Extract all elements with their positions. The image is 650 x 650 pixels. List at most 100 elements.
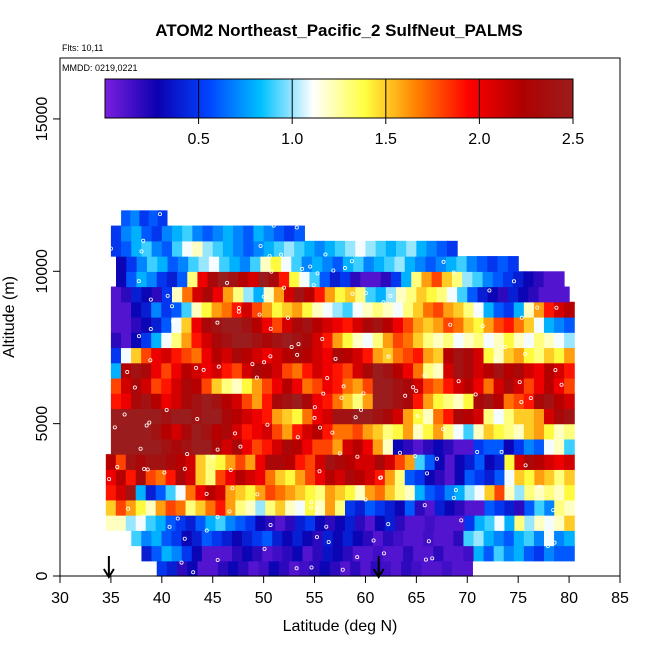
heatmap-cell <box>445 256 457 272</box>
heatmap-cell <box>225 515 236 531</box>
heatmap-cell <box>413 301 424 318</box>
heatmap-cell <box>503 530 515 547</box>
heatmap-cell <box>282 317 293 333</box>
heatmap-cell <box>241 377 253 394</box>
heatmap-cell <box>294 240 305 257</box>
observation-marker <box>355 555 360 560</box>
heatmap-cell <box>120 317 132 333</box>
heatmap-cell <box>191 438 203 455</box>
heatmap-cell <box>171 423 183 440</box>
heatmap-cell <box>473 438 485 455</box>
observation-marker <box>278 252 283 257</box>
heatmap-cell <box>394 469 406 486</box>
heatmap-cell <box>311 256 323 272</box>
heatmap-cell <box>396 286 407 303</box>
heatmap-cell <box>268 271 280 288</box>
heatmap-cell <box>322 347 334 364</box>
heatmap-cell <box>493 317 505 333</box>
observation-marker <box>185 452 190 457</box>
heatmap-cell <box>435 256 447 272</box>
heatmap-cell <box>255 499 266 516</box>
heatmap-cell <box>403 545 414 562</box>
heatmap-cell <box>543 332 555 349</box>
heatmap-cell <box>131 362 142 379</box>
heatmap-cell <box>312 332 324 349</box>
heatmap-cell <box>421 271 433 288</box>
heatmap-cell <box>453 423 464 440</box>
heatmap-cell <box>464 499 476 516</box>
heatmap-cell <box>115 484 127 501</box>
heatmap-cell <box>370 560 382 577</box>
heatmap-cell <box>110 286 122 303</box>
heatmap-cell <box>354 469 366 486</box>
heatmap-cell <box>221 393 233 410</box>
heatmap-cell <box>454 469 466 486</box>
heatmap-cell <box>473 545 485 562</box>
heatmap-cell <box>523 408 535 425</box>
heatmap-cell <box>523 377 535 394</box>
heatmap-cell <box>295 499 306 516</box>
heatmap-cell <box>312 362 324 379</box>
heatmap-cell <box>423 301 434 318</box>
heatmap-cell <box>275 515 286 531</box>
observation-marker <box>357 341 362 346</box>
heatmap-cell <box>282 347 293 364</box>
heatmap-cell <box>467 286 479 303</box>
heatmap-cell <box>493 393 505 410</box>
heatmap-cell <box>484 469 496 486</box>
heatmap-cell <box>225 499 236 516</box>
heatmap-cell <box>384 256 396 272</box>
heatmap-cell <box>423 347 434 364</box>
heatmap-cell <box>404 256 416 272</box>
heatmap-cell <box>492 271 504 288</box>
heatmap-cell <box>191 317 203 333</box>
heatmap-cell <box>211 332 223 349</box>
heatmap-cell <box>265 469 276 486</box>
heatmap-cell <box>382 438 394 455</box>
observation-marker <box>309 500 314 505</box>
heatmap-cell <box>513 393 525 410</box>
heatmap-cell <box>136 271 148 288</box>
heatmap-cell <box>272 317 283 333</box>
heatmap-cell <box>443 408 454 425</box>
heatmap-cell <box>433 301 444 318</box>
x-tick-label: 45 <box>204 590 222 607</box>
heatmap-cell <box>362 438 374 455</box>
heatmap-cell <box>251 362 263 379</box>
heatmap-cell <box>110 362 122 379</box>
heatmap-cell <box>181 545 193 562</box>
observation-marker <box>144 423 149 428</box>
heatmap-cell <box>211 317 223 333</box>
heatmap-cell <box>125 454 137 470</box>
heatmap-cell <box>181 301 193 318</box>
observation-marker <box>211 454 216 459</box>
heatmap-cell <box>350 560 361 577</box>
observation-marker <box>422 503 427 508</box>
heatmap-cell <box>325 454 336 470</box>
heatmap-cell <box>325 499 336 516</box>
observation-marker <box>480 323 485 328</box>
heatmap-cell <box>235 499 246 516</box>
heatmap-cell <box>161 332 172 349</box>
heatmap-cell <box>483 332 495 349</box>
observation-marker <box>326 539 331 544</box>
heatmap-cell <box>161 530 173 547</box>
heatmap-cell <box>198 256 210 272</box>
heatmap-cell <box>155 469 167 486</box>
heatmap-cell <box>443 347 454 364</box>
heatmap-cell <box>355 240 367 257</box>
heatmap-cell <box>302 301 313 318</box>
heatmap-cell <box>564 438 575 455</box>
observation-marker <box>300 266 305 271</box>
observation-marker <box>320 337 325 342</box>
observation-marker <box>262 546 267 551</box>
heatmap-cell <box>354 499 366 516</box>
heatmap-cell <box>392 393 404 410</box>
heatmap-cell <box>248 271 260 288</box>
heatmap-cell <box>217 560 229 577</box>
heatmap-cell <box>352 347 364 364</box>
heatmap-cell <box>564 393 575 410</box>
heatmap-cell <box>433 423 444 440</box>
heatmap-cell <box>463 332 475 349</box>
heatmap-cell <box>181 332 193 349</box>
